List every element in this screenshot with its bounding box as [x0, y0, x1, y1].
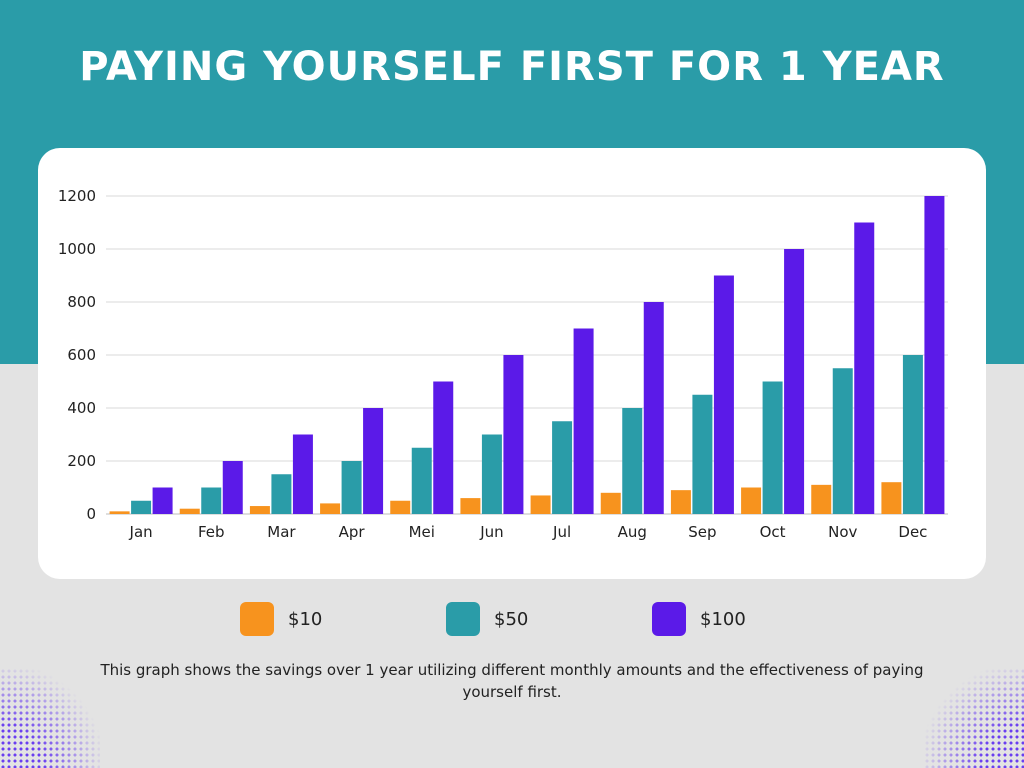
- x-tick-label: Sep: [688, 523, 716, 541]
- page-title: PAYING YOURSELF FIRST FOR 1 YEAR: [79, 44, 945, 90]
- bar-10-apr: [320, 503, 341, 514]
- x-tick-label: Feb: [198, 523, 225, 541]
- y-tick-label: 1200: [58, 187, 96, 205]
- legend-label-100: $100: [700, 608, 746, 630]
- bar-chart: 0 200 400 600 800 1000 1200 Jan Feb Mar Apr Mei Jun…: [58, 187, 948, 541]
- bar-10-oct: [741, 487, 762, 514]
- gridlines: [106, 195, 948, 515]
- bar-100-aug: [643, 302, 664, 514]
- x-tick-label: Oct: [760, 523, 786, 541]
- bar-10-jan: [109, 511, 130, 514]
- bar-50-mei: [411, 447, 432, 514]
- x-tick-label: Jul: [552, 523, 571, 541]
- legend-label-50: $50: [494, 608, 529, 630]
- bar-100-apr: [363, 408, 384, 514]
- x-tick-label: Mar: [267, 523, 296, 541]
- bar-50-feb: [201, 487, 222, 514]
- x-tick-label: Jan: [129, 523, 153, 541]
- legend-item-50: $50: [446, 602, 528, 636]
- bar-50-dec: [902, 355, 923, 514]
- bar-50-nov: [832, 368, 853, 514]
- chart-card: 0 200 400 600 800 1000 1200 Jan Feb Mar Apr Mei Jun…: [38, 148, 986, 579]
- bar-10-dec: [881, 482, 902, 514]
- x-tick-label: Apr: [339, 523, 366, 541]
- legend-item-10: $10: [240, 602, 322, 636]
- legend-item-100: $100: [652, 602, 746, 636]
- bar-10-sep: [670, 490, 691, 514]
- bar-50-jan: [131, 500, 152, 514]
- y-tick-label: 600: [67, 346, 96, 364]
- bar-10-jun: [460, 498, 481, 514]
- x-tick-label: Aug: [618, 523, 647, 541]
- bar-10-mei: [390, 500, 411, 514]
- bar-50-oct: [762, 381, 783, 514]
- bar-100-jun: [503, 355, 524, 514]
- x-tick-label: Nov: [828, 523, 857, 541]
- bar-50-sep: [692, 394, 713, 514]
- bar-100-feb: [222, 461, 243, 514]
- x-tick-label: Jun: [479, 523, 503, 541]
- bar-50-jun: [481, 434, 502, 514]
- legend-label-10: $10: [288, 608, 323, 630]
- legend-swatch-10: [240, 602, 274, 636]
- bar-100-dec: [924, 196, 945, 514]
- y-tick-label: 200: [67, 452, 96, 470]
- bars: [109, 196, 945, 514]
- bar-100-mei: [433, 381, 454, 514]
- dot-pattern-decoration-left: [0, 668, 100, 768]
- y-tick-label: 0: [86, 505, 96, 523]
- bar-100-oct: [784, 249, 805, 514]
- dot-pattern-decoration-right: [924, 668, 1024, 768]
- y-tick-label: 400: [67, 399, 96, 417]
- legend-swatch-100: [652, 602, 686, 636]
- bar-50-mar: [271, 474, 292, 514]
- bar-100-jan: [152, 487, 173, 514]
- bar-100-sep: [713, 275, 734, 514]
- bar-10-aug: [600, 492, 621, 514]
- y-tick-label: 800: [67, 293, 96, 311]
- chart-caption: This graph shows the savings over 1 year…: [100, 661, 924, 701]
- y-tick-label: 1000: [58, 240, 96, 258]
- bar-10-nov: [811, 484, 832, 514]
- bar-50-jul: [552, 421, 573, 514]
- legend: $10 $50 $100: [0, 602, 1024, 636]
- bar-10-jul: [530, 495, 551, 514]
- bar-50-aug: [622, 408, 643, 514]
- x-tick-label: Mei: [409, 523, 435, 541]
- bar-100-mar: [292, 434, 313, 514]
- x-tick-label: Dec: [898, 523, 927, 541]
- y-axis-ticks: 0 200 400 600 800 1000 1200: [58, 187, 96, 523]
- bar-100-jul: [573, 328, 594, 514]
- bar-10-mar: [249, 506, 270, 514]
- bar-100-nov: [854, 222, 875, 514]
- legend-swatch-50: [446, 602, 480, 636]
- x-axis-ticks: Jan Feb Mar Apr Mei Jun Jul Aug Sep Oct Nov Dec: [129, 523, 928, 541]
- bar-10-feb: [179, 508, 200, 514]
- bar-50-apr: [341, 461, 362, 514]
